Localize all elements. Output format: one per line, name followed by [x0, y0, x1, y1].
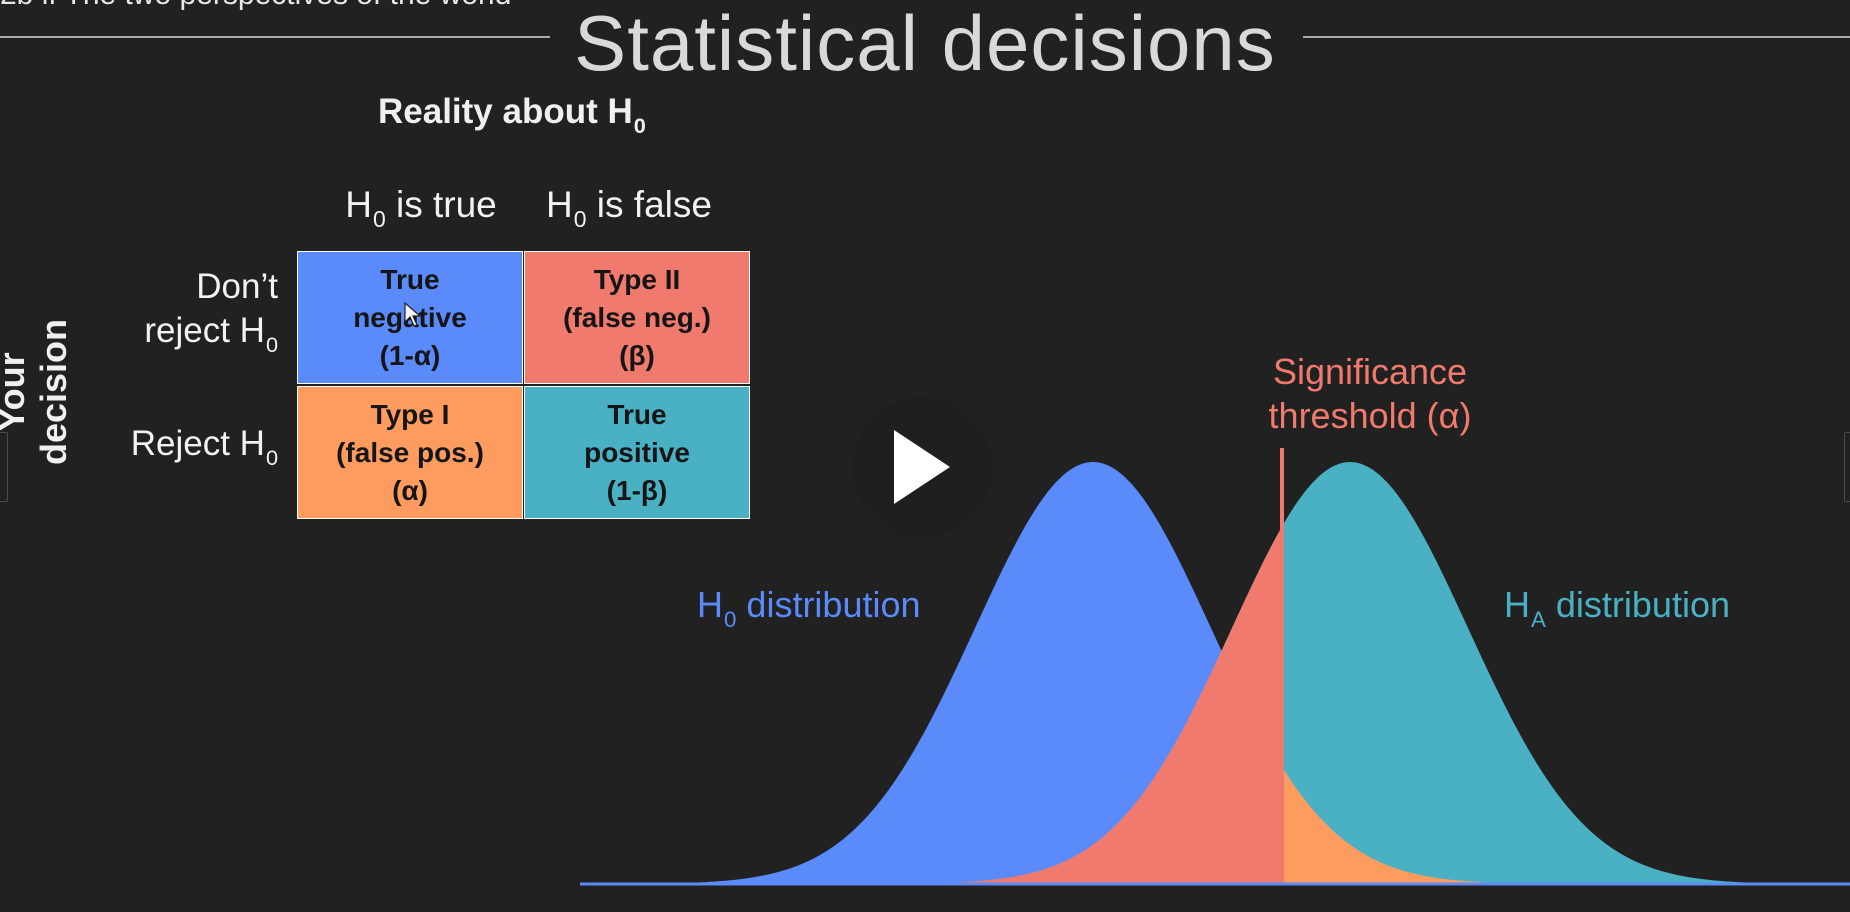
- next-slide-handle[interactable]: [1844, 432, 1850, 502]
- ha-distribution-label: HA distribution: [1504, 584, 1730, 633]
- ha-label-post: distribution: [1546, 584, 1730, 625]
- threshold-line2: threshold (α): [1215, 394, 1525, 438]
- ha-label-pre: H: [1504, 584, 1530, 625]
- play-icon: [890, 428, 954, 506]
- ha-label-subscript: A: [1531, 607, 1546, 632]
- h0-distribution-label: H0 distribution: [697, 584, 921, 633]
- play-button[interactable]: [852, 397, 992, 537]
- mouse-cursor-icon: [404, 302, 422, 328]
- h0-label-subscript: 0: [724, 607, 736, 632]
- h0-label-post: distribution: [736, 584, 920, 625]
- significance-threshold-label: Significance threshold (α): [1215, 350, 1525, 438]
- threshold-line1: Significance: [1215, 350, 1525, 394]
- h0-label-pre: H: [697, 584, 723, 625]
- prev-slide-handle[interactable]: [0, 432, 8, 502]
